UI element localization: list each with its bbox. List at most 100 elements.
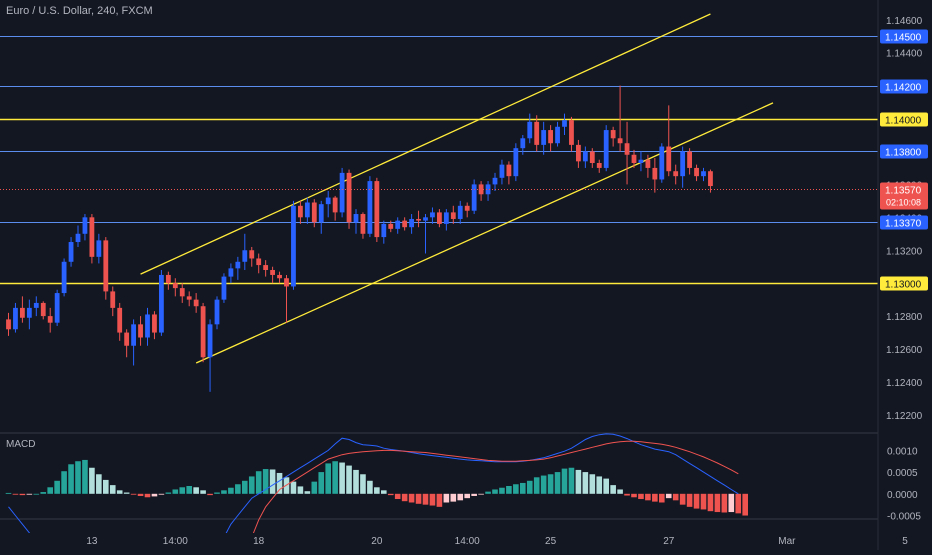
candle-body bbox=[492, 177, 498, 185]
macd-histogram-bar bbox=[248, 476, 255, 494]
macd-histogram-bar bbox=[540, 475, 547, 494]
macd-axis[interactable]: 0.0010 0.0005 0.0000 -0.0005 bbox=[887, 446, 921, 522]
trend-channel[interactable] bbox=[140, 13, 774, 364]
candle-body bbox=[562, 120, 567, 127]
macd-histogram-bar bbox=[228, 487, 234, 494]
macd-histogram-bar bbox=[700, 493, 707, 510]
candle-body bbox=[694, 167, 699, 177]
macd-histogram-bar bbox=[589, 474, 596, 494]
candle-body bbox=[409, 218, 414, 228]
macd-histogram-bar bbox=[547, 474, 554, 494]
time-tick-label: Mar bbox=[778, 536, 796, 547]
candle-body bbox=[617, 138, 623, 144]
candle-body bbox=[367, 181, 373, 234]
candle-body bbox=[75, 233, 81, 243]
macd-histogram-bar bbox=[304, 491, 311, 494]
candle-body bbox=[381, 223, 387, 238]
candle-body bbox=[131, 324, 136, 346]
macd-histogram-bar bbox=[513, 484, 519, 494]
macd-histogram-bar bbox=[200, 490, 206, 494]
candle-body bbox=[325, 197, 331, 205]
level-badge-label: 1.14000 bbox=[885, 116, 922, 127]
macd-histogram-bar bbox=[394, 493, 401, 500]
macd-histogram-bar bbox=[47, 487, 53, 494]
macd-histogram-bar bbox=[26, 493, 33, 495]
macd-histogram-bar bbox=[123, 492, 130, 494]
macd-histogram-bar bbox=[130, 493, 137, 495]
macd-histogram-bar bbox=[276, 472, 283, 494]
candle-body bbox=[291, 205, 296, 287]
macd-histogram-bar bbox=[596, 476, 603, 494]
macd-histogram-bar bbox=[151, 493, 158, 497]
level-badge-bg bbox=[880, 29, 928, 44]
candle-body bbox=[242, 250, 248, 262]
macd-tick-label: 0.0010 bbox=[887, 446, 918, 457]
macd-histogram-bar bbox=[96, 474, 102, 494]
macd-histogram-bar bbox=[526, 480, 533, 494]
candle-body bbox=[485, 184, 491, 195]
candle-body bbox=[26, 307, 32, 318]
candle-body bbox=[457, 205, 463, 219]
macd-histogram-bar bbox=[415, 493, 422, 504]
macd-histogram-bar bbox=[75, 461, 81, 494]
candle-body bbox=[298, 205, 303, 218]
candle-body bbox=[249, 250, 255, 259]
macd-histogram-bar bbox=[464, 493, 470, 499]
candle-body bbox=[478, 184, 484, 195]
candle-body bbox=[534, 121, 540, 145]
candle-body bbox=[96, 240, 102, 257]
macd-histogram-bar bbox=[318, 472, 325, 494]
time-tick-label: 18 bbox=[253, 536, 265, 547]
candle-body bbox=[6, 319, 11, 330]
macd-histogram-bar bbox=[297, 486, 304, 494]
candle-body bbox=[68, 242, 74, 262]
candle-body bbox=[687, 151, 692, 168]
macd-histogram-bar bbox=[575, 469, 582, 494]
candle-body bbox=[603, 130, 609, 168]
candle-body bbox=[235, 261, 241, 269]
macd-histogram-bar bbox=[82, 459, 88, 494]
candle-body bbox=[659, 146, 665, 180]
channel-lower-line bbox=[195, 102, 774, 364]
macd-histogram-bar bbox=[652, 493, 658, 502]
candle-body bbox=[256, 258, 262, 266]
candle-body bbox=[263, 265, 269, 271]
macd-histogram-bar bbox=[89, 467, 95, 494]
candle-body bbox=[284, 278, 289, 287]
candle-body bbox=[624, 143, 630, 155]
candle-body bbox=[402, 220, 408, 228]
macd-histogram-bar bbox=[269, 469, 276, 494]
macd-histogram-bar bbox=[207, 493, 213, 496]
candle-body bbox=[437, 212, 442, 224]
time-tick-label: 20 bbox=[371, 536, 383, 547]
candle-body bbox=[20, 307, 25, 318]
macd-histogram-bar bbox=[235, 484, 241, 494]
current-price-label: 1.13570 bbox=[885, 186, 922, 197]
macd-histogram-bar bbox=[367, 480, 373, 494]
macd-histogram-bar bbox=[262, 469, 269, 494]
macd-histogram-bar bbox=[353, 469, 359, 494]
candle-body bbox=[124, 332, 130, 346]
candle-body bbox=[339, 172, 345, 213]
macd-histogram-bar bbox=[582, 472, 589, 494]
macd-histogram-bar bbox=[5, 492, 12, 494]
macd-histogram-bar bbox=[387, 493, 394, 496]
candle-body bbox=[346, 172, 352, 223]
macd-histogram-bar bbox=[381, 490, 387, 494]
candle-body bbox=[360, 214, 366, 234]
macd-histogram-bar bbox=[665, 493, 672, 499]
price-tick-label: 1.14400 bbox=[886, 49, 923, 60]
candle-body bbox=[555, 126, 560, 144]
candle-body bbox=[652, 167, 658, 180]
price-tick-label: 1.12800 bbox=[886, 312, 923, 323]
macd-histogram-bar bbox=[374, 487, 380, 494]
candle-body bbox=[200, 306, 206, 358]
candle-body bbox=[54, 293, 60, 323]
macd-histogram-bar bbox=[186, 485, 192, 494]
level-badge-bg bbox=[880, 79, 928, 94]
macd-histogram-bar bbox=[325, 463, 331, 494]
macd-histogram-bar bbox=[478, 493, 484, 495]
